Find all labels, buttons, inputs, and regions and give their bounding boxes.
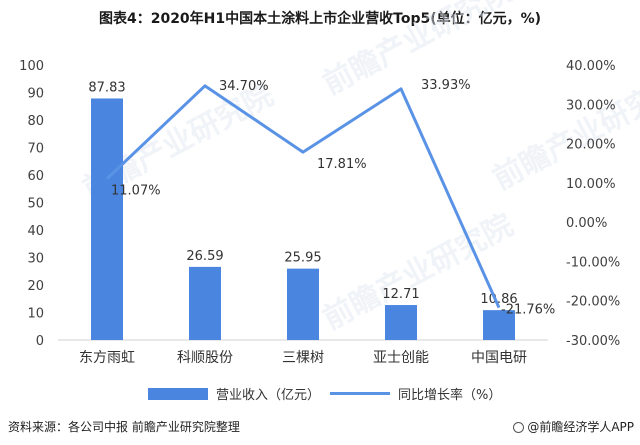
x-category-label: 亚士创能 — [373, 350, 429, 366]
right-tick-label: 0.00% — [566, 216, 607, 231]
brand-note: @前瞻经济学人APP — [513, 418, 634, 435]
right-tick-label: -30.00% — [566, 334, 620, 349]
growth-line — [105, 84, 501, 309]
left-axis: 0 10 20 30 40 50 60 70 80 90 100 — [19, 59, 44, 349]
left-tick-label: 80 — [27, 114, 44, 129]
x-axis-categories: 东方雨虹 科顺股份 三棵树 亚士创能 中国电研 — [79, 350, 527, 366]
legend: 营业收入（亿元） 同比增长率（%） — [0, 384, 640, 404]
right-axis: -30.00% -20.00% -10.00% 0.00% 10.00% 20.00% 30… — [566, 59, 620, 349]
x-category-label: 科顺股份 — [177, 350, 233, 366]
left-tick-label: 50 — [27, 197, 44, 212]
right-tick-label: 10.00% — [566, 177, 616, 192]
source-note: 资料来源：各公司中报 前瞻产业研究院整理 — [8, 420, 240, 434]
bar — [483, 310, 515, 340]
bar-data-label: 25.95 — [284, 251, 321, 266]
left-tick-label: 70 — [27, 142, 44, 157]
legend-bar-swatch — [148, 387, 208, 400]
brand-text: @前瞻经济学人APP — [527, 420, 634, 434]
right-tick-label: 40.00% — [566, 59, 616, 74]
line-data-label: 11.07% — [111, 184, 161, 199]
legend-label-growth: 同比增长率（%） — [398, 388, 502, 403]
left-tick-label: 0 — [36, 334, 44, 349]
left-tick-label: 100 — [19, 59, 44, 74]
left-tick-label: 30 — [27, 252, 44, 267]
left-tick-label: 10 — [27, 307, 44, 322]
watermark-text: 前瞻产业研究院 — [317, 0, 519, 102]
bar-data-label: 10.86 — [480, 292, 517, 307]
x-category-label: 三棵树 — [282, 350, 324, 366]
right-tick-label: -10.00% — [566, 255, 620, 270]
line-data-label: 17.81% — [317, 157, 367, 172]
legend-line-swatch — [330, 392, 390, 395]
right-tick-label: 20.00% — [566, 138, 616, 153]
line-data-label: 34.70% — [219, 79, 269, 94]
left-tick-label: 60 — [27, 169, 44, 184]
left-tick-label: 40 — [27, 224, 44, 239]
right-tick-label: -20.00% — [566, 295, 620, 310]
x-category-label: 东方雨虹 — [79, 350, 135, 366]
x-category-label: 中国电研 — [471, 350, 527, 366]
watermark-text: 前瞻产业研究院 — [487, 68, 640, 197]
bar-data-label: 87.83 — [88, 80, 125, 95]
bar — [91, 98, 123, 340]
line-data-label: -21.76% — [501, 303, 555, 318]
chart-title: 图表4：2020年H1中国本土涂料上市企业营收Top5(单位：亿元，%) — [98, 11, 542, 27]
bar-data-label: 26.59 — [186, 249, 223, 264]
legend-item-revenue: 营业收入（亿元） — [148, 384, 320, 403]
bar — [385, 305, 417, 340]
bar — [287, 268, 319, 340]
left-tick-label: 90 — [27, 87, 44, 102]
bar-series: 87.83 26.59 25.95 12.71 10.86 — [88, 80, 518, 340]
line-series: 11.07% 34.70% 17.81% 33.93% -21.76% — [105, 78, 555, 318]
line-data-label: 33.93% — [421, 78, 471, 93]
brand-logo-icon — [513, 422, 525, 433]
legend-label-revenue: 营业收入（亿元） — [216, 388, 321, 403]
legend-item-growth: 同比增长率（%） — [330, 384, 501, 403]
left-tick-label: 20 — [27, 279, 44, 294]
right-tick-label: 30.00% — [566, 98, 616, 113]
bar-data-label: 12.71 — [382, 287, 419, 302]
bar — [189, 266, 221, 340]
